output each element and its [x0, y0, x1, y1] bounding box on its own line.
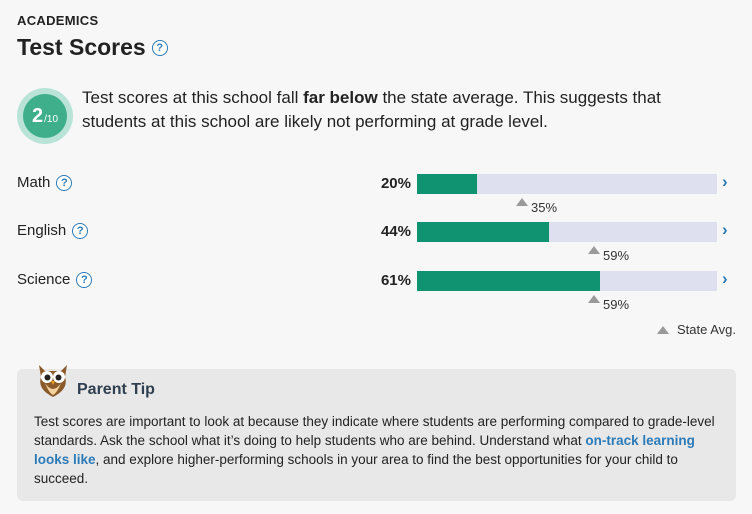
rating-circle: 2 /10: [23, 94, 67, 138]
tip-text-1: Test scores are important to look at bec…: [34, 414, 715, 448]
score-bar: [417, 222, 717, 242]
chevron-right-icon[interactable]: ›: [722, 172, 728, 191]
on-track-learning-link[interactable]: on-track learning looks like: [34, 433, 695, 467]
state-avg-value: 59%: [603, 297, 630, 312]
state-avg-value: 35%: [531, 200, 558, 215]
triangle-up-icon: [516, 198, 528, 206]
triangle-up-icon: [656, 325, 669, 334]
triangle-up-icon: [588, 246, 600, 254]
rating-badge: 2 /10: [17, 88, 73, 144]
parent-tip-box: Parent Tip Test scores are important to …: [17, 365, 736, 501]
help-icon[interactable]: ?: [72, 222, 89, 239]
summary-emphasis: far below: [303, 88, 378, 107]
help-icon[interactable]: ?: [56, 174, 73, 191]
page-title-wrap: Test Scores ?: [17, 34, 168, 61]
summary-before: Test scores at this school fall: [82, 88, 304, 107]
subject-label: Science ?: [17, 271, 93, 288]
state-avg-marker: 59%: [588, 293, 629, 312]
subject-label: Math ?: [17, 174, 73, 191]
rating-summary: Test scores at this school fall far belo…: [82, 86, 722, 134]
subject-label: English ?: [17, 222, 89, 239]
state-avg-marker: 35%: [516, 196, 557, 215]
chevron-right-icon[interactable]: ›: [722, 220, 728, 239]
legend-label: State Avg.: [676, 322, 736, 337]
subject-score: 44%: [380, 223, 411, 240]
score-bar-fill: [417, 174, 477, 194]
state-avg-legend: State Avg.: [656, 322, 736, 337]
score-bar: [417, 271, 717, 291]
parent-tip-body: Test scores are important to look at bec…: [34, 412, 724, 488]
summary-after: the state average. This suggests that st…: [82, 88, 661, 131]
score-bar: [417, 174, 717, 194]
chevron-right-icon[interactable]: ›: [722, 269, 728, 288]
state-avg-marker: 59%: [588, 244, 629, 263]
subject-name: Science: [17, 271, 71, 288]
score-bar-fill: [417, 271, 600, 291]
score-bar-fill: [417, 222, 549, 242]
rating-denominator: /10: [44, 113, 59, 125]
subject-row-english[interactable]: English ? 44% 59% ›: [0, 220, 752, 263]
page-title: Test Scores: [17, 34, 146, 60]
subject-name: Math: [17, 174, 51, 191]
parent-tip-title: Parent Tip: [77, 381, 155, 398]
rating-value: 2: [31, 104, 44, 127]
help-icon[interactable]: ?: [76, 271, 93, 288]
subject-score: 20%: [380, 175, 411, 192]
triangle-up-icon: [588, 295, 600, 303]
tip-text-2: , and explore higher-performing schools …: [34, 452, 678, 486]
subject-row-math[interactable]: Math ? 20% 35% ›: [0, 172, 752, 215]
section-kicker: ACADEMICS: [17, 13, 99, 28]
subject-score: 61%: [380, 272, 411, 289]
owl-icon: [39, 365, 67, 397]
help-icon[interactable]: ?: [151, 39, 168, 56]
subject-row-science[interactable]: Science ? 61% 59% ›: [0, 269, 752, 312]
state-avg-value: 59%: [603, 248, 630, 263]
subject-name: English: [17, 222, 67, 239]
